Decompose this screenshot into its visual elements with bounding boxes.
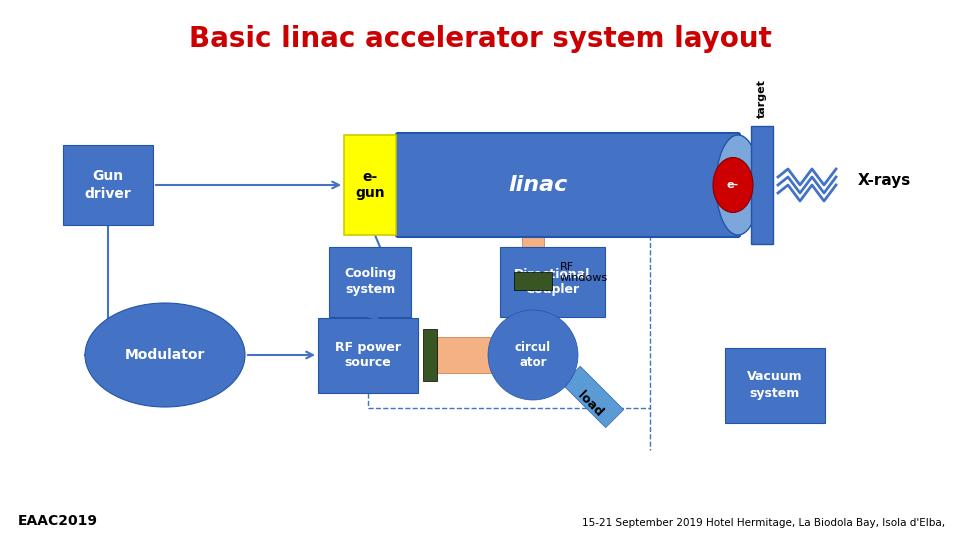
FancyBboxPatch shape: [318, 318, 418, 393]
Text: circul
ator: circul ator: [515, 341, 551, 369]
FancyBboxPatch shape: [499, 247, 605, 317]
Text: EAAC2019: EAAC2019: [18, 514, 98, 528]
FancyBboxPatch shape: [751, 126, 773, 244]
FancyBboxPatch shape: [522, 235, 544, 355]
FancyBboxPatch shape: [344, 135, 396, 235]
Polygon shape: [563, 366, 624, 428]
Text: RF power
source: RF power source: [335, 341, 401, 369]
Text: Cooling
system: Cooling system: [344, 267, 396, 296]
Ellipse shape: [716, 135, 760, 235]
Text: Modulator: Modulator: [125, 348, 205, 362]
FancyBboxPatch shape: [396, 133, 740, 237]
FancyBboxPatch shape: [329, 247, 411, 317]
Ellipse shape: [713, 158, 753, 213]
Text: RF
windows: RF windows: [560, 262, 608, 284]
Ellipse shape: [488, 310, 578, 400]
Text: Directional
Coupler: Directional Coupler: [514, 267, 590, 296]
FancyBboxPatch shape: [437, 337, 522, 373]
Text: 15-21 September 2019 Hotel Hermitage, La Biodola Bay, Isola d'Elba,: 15-21 September 2019 Hotel Hermitage, La…: [582, 518, 945, 528]
FancyBboxPatch shape: [63, 145, 153, 225]
Text: X-rays: X-rays: [858, 172, 911, 187]
Text: e-: e-: [727, 180, 739, 190]
Text: Gun
driver: Gun driver: [84, 170, 132, 201]
Text: Basic linac accelerator system layout: Basic linac accelerator system layout: [188, 25, 772, 53]
Text: linac: linac: [508, 175, 567, 195]
Text: load: load: [575, 389, 606, 420]
Text: Vacuum
system: Vacuum system: [747, 370, 803, 400]
FancyBboxPatch shape: [725, 348, 825, 422]
Text: e-
gun: e- gun: [355, 170, 385, 200]
Ellipse shape: [85, 303, 245, 407]
FancyBboxPatch shape: [423, 329, 437, 381]
FancyBboxPatch shape: [514, 272, 552, 289]
Text: target: target: [757, 79, 767, 118]
